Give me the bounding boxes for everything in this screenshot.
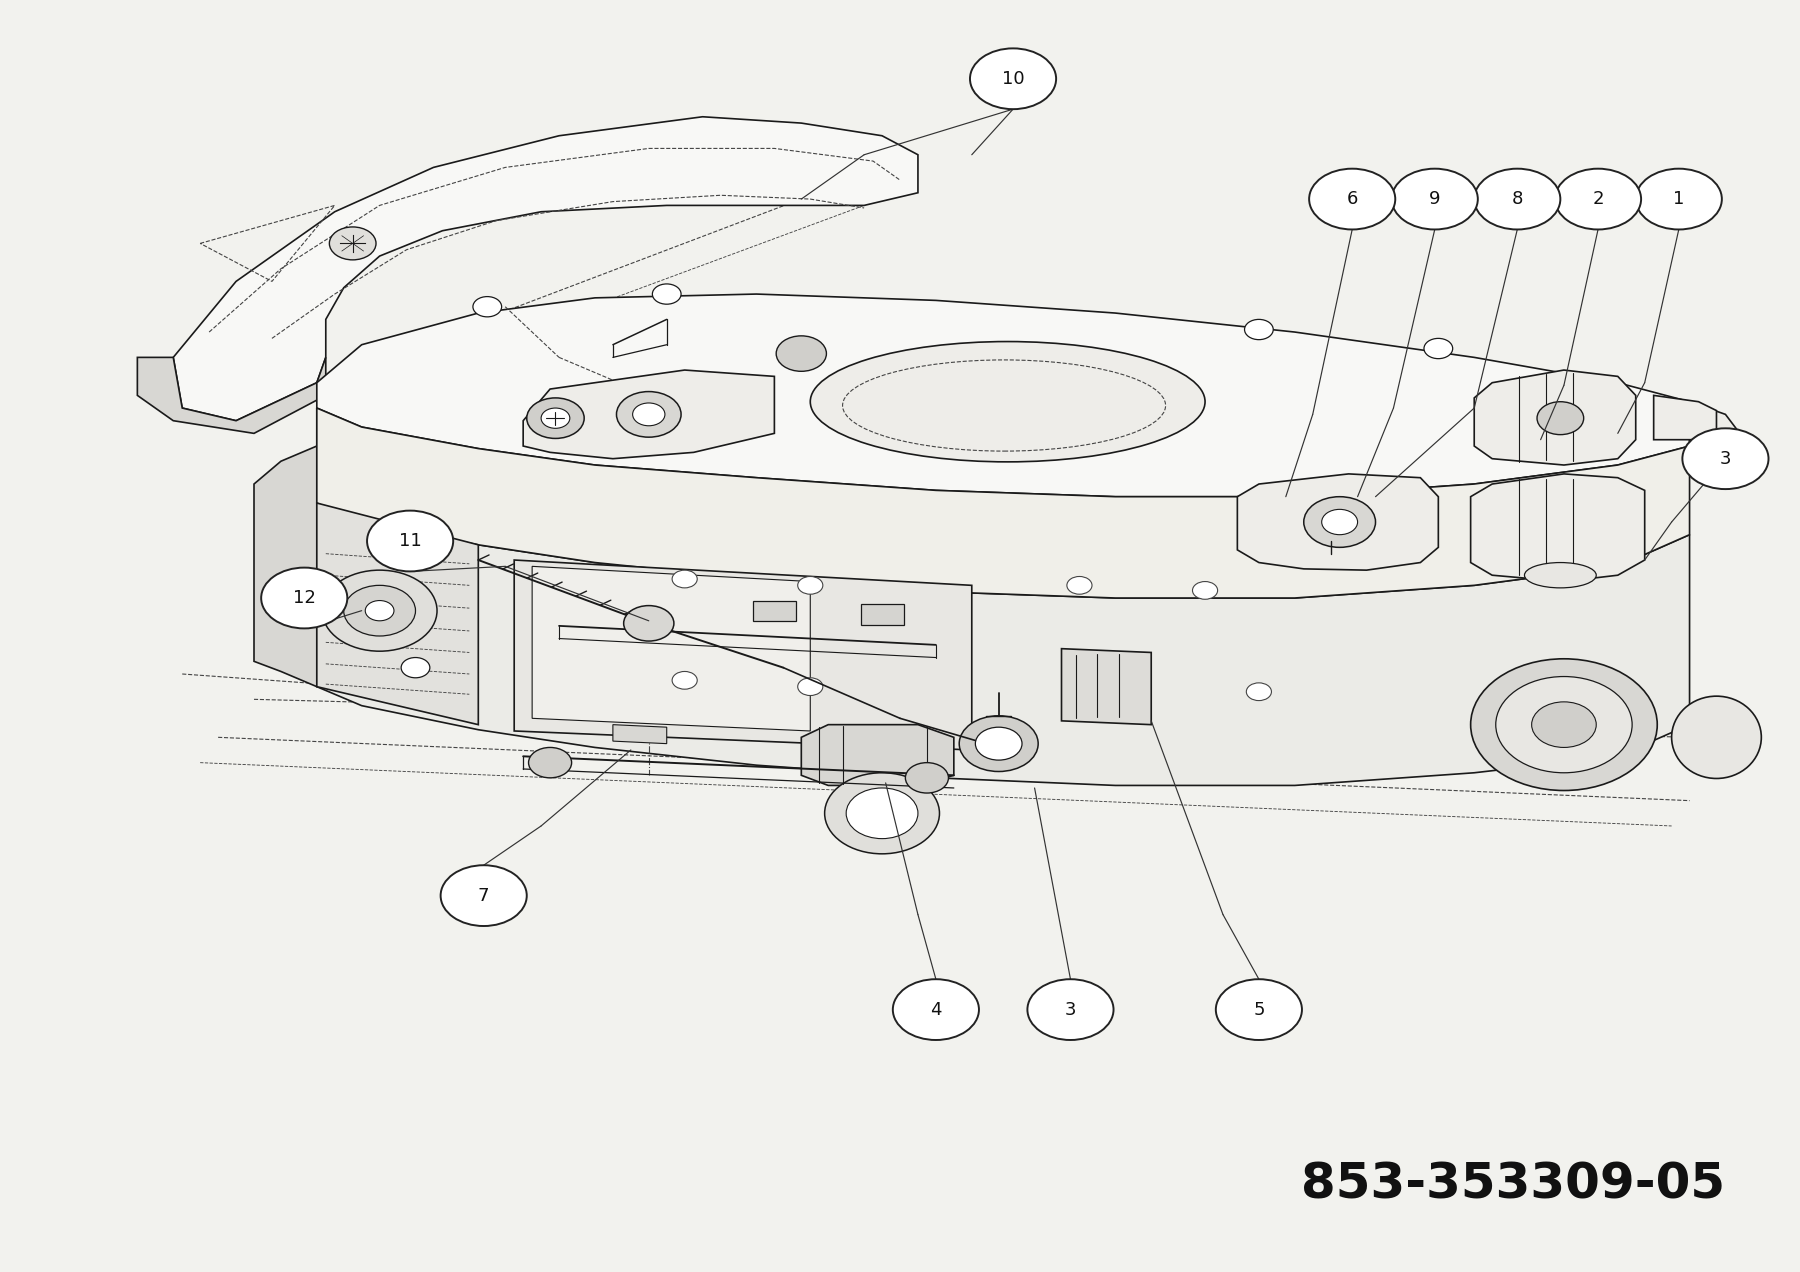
Circle shape xyxy=(652,284,680,304)
Circle shape xyxy=(1636,169,1723,229)
Polygon shape xyxy=(1690,402,1741,453)
Polygon shape xyxy=(1654,396,1717,440)
Text: 1: 1 xyxy=(1674,190,1685,209)
Text: 3: 3 xyxy=(1066,1001,1076,1019)
Circle shape xyxy=(1471,659,1658,790)
Text: 7: 7 xyxy=(479,887,490,904)
Circle shape xyxy=(1028,979,1114,1040)
Circle shape xyxy=(527,398,585,439)
Polygon shape xyxy=(533,566,810,731)
Polygon shape xyxy=(801,725,954,785)
Circle shape xyxy=(1192,581,1217,599)
Circle shape xyxy=(893,979,979,1040)
Circle shape xyxy=(1683,429,1769,490)
Polygon shape xyxy=(254,408,317,687)
Polygon shape xyxy=(317,408,1690,598)
Text: 9: 9 xyxy=(1429,190,1440,209)
Circle shape xyxy=(1321,509,1357,534)
FancyBboxPatch shape xyxy=(752,600,796,621)
Circle shape xyxy=(1246,683,1271,701)
Polygon shape xyxy=(173,117,918,421)
Ellipse shape xyxy=(1672,696,1762,778)
Polygon shape xyxy=(317,294,1690,496)
Text: 12: 12 xyxy=(293,589,315,607)
Circle shape xyxy=(329,226,376,259)
Circle shape xyxy=(1555,169,1642,229)
Polygon shape xyxy=(524,370,774,459)
Polygon shape xyxy=(1237,474,1438,570)
Circle shape xyxy=(671,672,697,689)
Circle shape xyxy=(632,403,664,426)
Circle shape xyxy=(1474,169,1561,229)
Circle shape xyxy=(671,570,697,588)
FancyBboxPatch shape xyxy=(860,604,904,625)
Text: 11: 11 xyxy=(400,532,421,550)
Circle shape xyxy=(1067,576,1093,594)
Ellipse shape xyxy=(1525,562,1597,588)
Circle shape xyxy=(905,763,949,792)
Polygon shape xyxy=(515,560,972,750)
Circle shape xyxy=(616,392,680,438)
Circle shape xyxy=(1303,496,1375,547)
Circle shape xyxy=(365,600,394,621)
Text: 6: 6 xyxy=(1346,190,1357,209)
Polygon shape xyxy=(1471,474,1645,581)
Circle shape xyxy=(976,728,1022,761)
Text: 5: 5 xyxy=(1253,1001,1265,1019)
Circle shape xyxy=(1537,402,1584,435)
Circle shape xyxy=(797,576,823,594)
Text: 3: 3 xyxy=(1719,450,1732,468)
Polygon shape xyxy=(317,502,479,725)
Circle shape xyxy=(1496,677,1633,773)
Circle shape xyxy=(1391,169,1478,229)
Polygon shape xyxy=(1474,370,1636,466)
Polygon shape xyxy=(612,725,666,744)
Circle shape xyxy=(1532,702,1597,748)
Circle shape xyxy=(401,658,430,678)
Polygon shape xyxy=(137,357,326,434)
Circle shape xyxy=(367,510,454,571)
Circle shape xyxy=(261,567,347,628)
Text: 853-353309-05: 853-353309-05 xyxy=(1301,1160,1726,1208)
Polygon shape xyxy=(317,502,1690,785)
Circle shape xyxy=(776,336,826,371)
Circle shape xyxy=(1215,979,1301,1040)
Circle shape xyxy=(322,570,437,651)
Text: 4: 4 xyxy=(931,1001,941,1019)
Circle shape xyxy=(970,48,1057,109)
Ellipse shape xyxy=(810,342,1204,462)
Circle shape xyxy=(846,787,918,838)
Circle shape xyxy=(344,585,416,636)
Text: 10: 10 xyxy=(1003,70,1024,88)
Circle shape xyxy=(1424,338,1453,359)
Circle shape xyxy=(473,296,502,317)
Circle shape xyxy=(529,748,572,778)
Text: 2: 2 xyxy=(1593,190,1604,209)
Text: 8: 8 xyxy=(1512,190,1523,209)
Circle shape xyxy=(542,408,571,429)
Circle shape xyxy=(959,716,1039,772)
Circle shape xyxy=(1309,169,1395,229)
Circle shape xyxy=(824,773,940,854)
Circle shape xyxy=(623,605,673,641)
Circle shape xyxy=(797,678,823,696)
Polygon shape xyxy=(1062,649,1152,725)
Circle shape xyxy=(1244,319,1273,340)
Circle shape xyxy=(441,865,527,926)
